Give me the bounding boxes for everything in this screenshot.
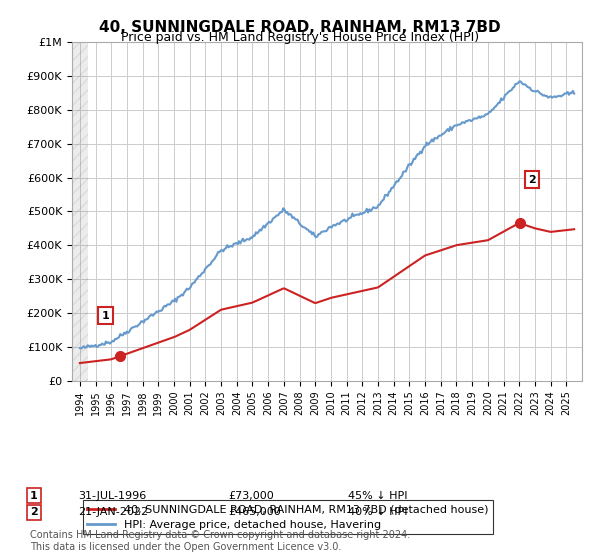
Legend: 40, SUNNINGDALE ROAD, RAINHAM, RM13 7BD (detached house), HPI: Average price, de: 40, SUNNINGDALE ROAD, RAINHAM, RM13 7BD …: [83, 500, 493, 534]
Text: 40% ↓ HPI: 40% ↓ HPI: [348, 507, 407, 517]
Text: Contains HM Land Registry data © Crown copyright and database right 2024.
This d: Contains HM Land Registry data © Crown c…: [30, 530, 410, 552]
Text: Price paid vs. HM Land Registry's House Price Index (HPI): Price paid vs. HM Land Registry's House …: [121, 31, 479, 44]
Text: 45% ↓ HPI: 45% ↓ HPI: [348, 491, 407, 501]
Text: 2: 2: [528, 175, 536, 185]
Text: £73,000: £73,000: [228, 491, 274, 501]
Text: 2: 2: [30, 507, 38, 517]
Text: 1: 1: [101, 311, 109, 321]
Text: 31-JUL-1996: 31-JUL-1996: [78, 491, 146, 501]
Bar: [72, 42, 88, 381]
Text: 1: 1: [30, 491, 38, 501]
Text: 40, SUNNINGDALE ROAD, RAINHAM, RM13 7BD: 40, SUNNINGDALE ROAD, RAINHAM, RM13 7BD: [99, 20, 501, 35]
Text: 21-JAN-2022: 21-JAN-2022: [78, 507, 148, 517]
Text: £465,000: £465,000: [228, 507, 281, 517]
